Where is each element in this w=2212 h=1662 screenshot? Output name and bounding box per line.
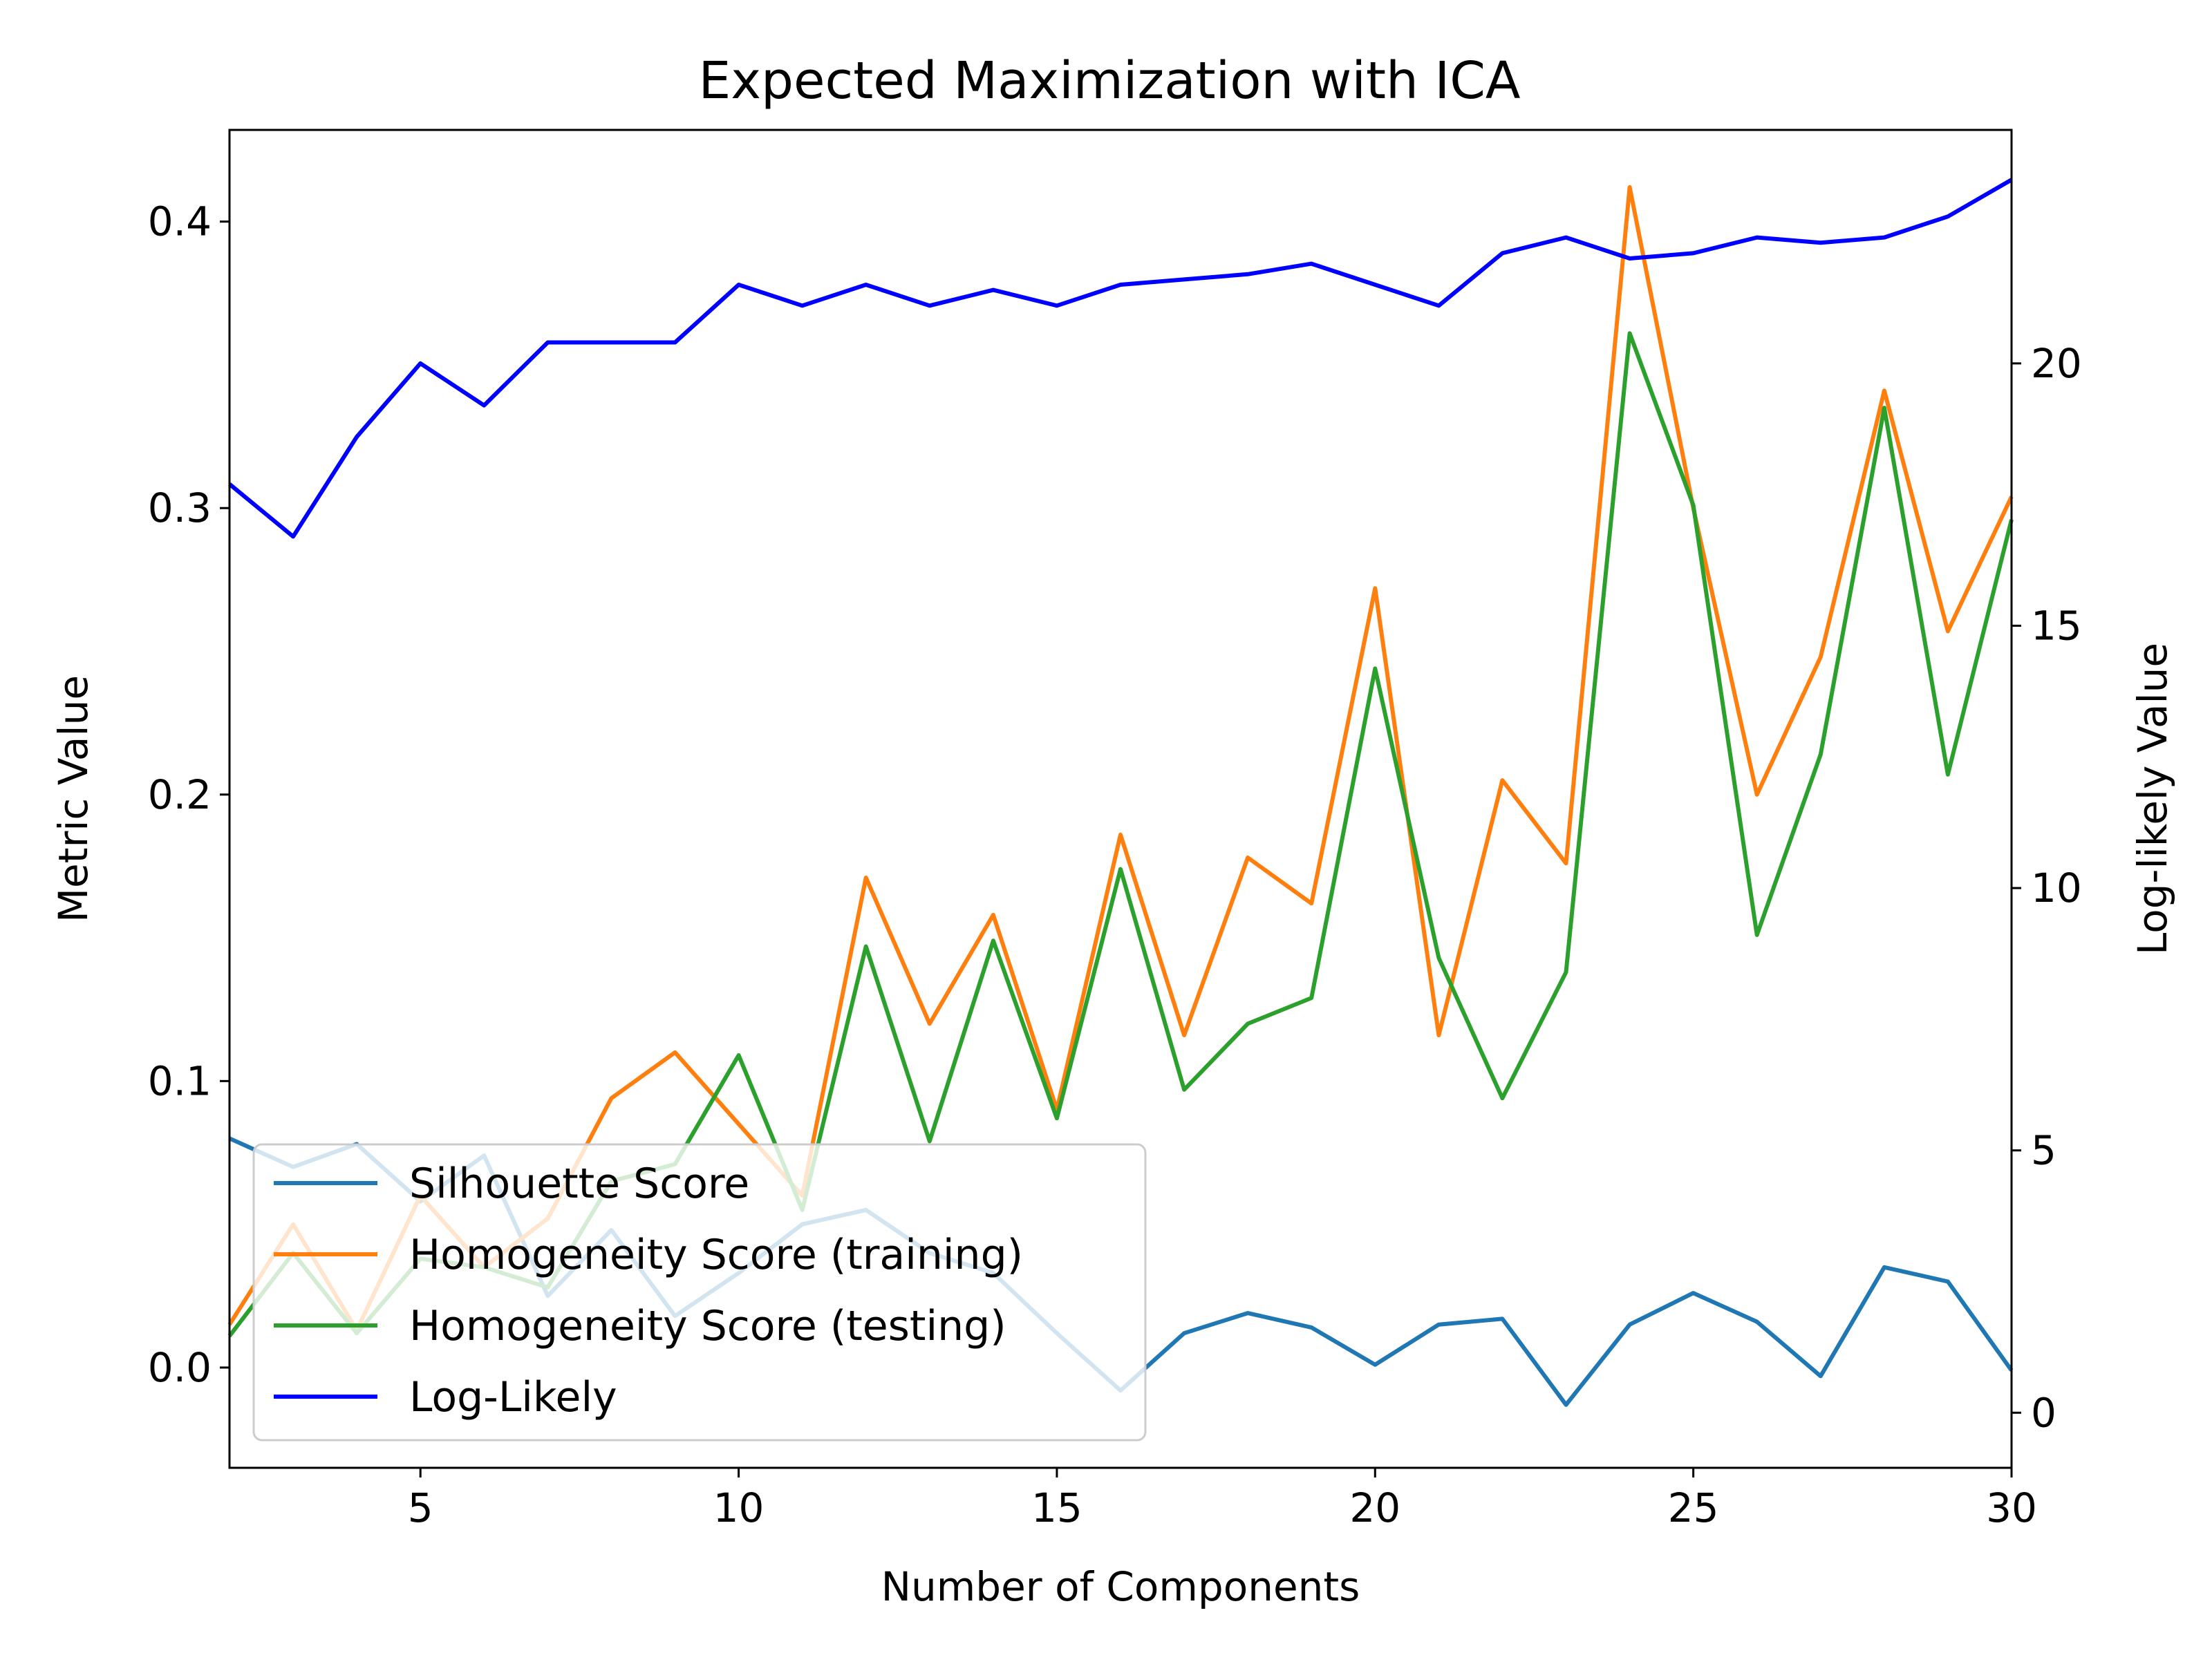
x-tick-label: 5 <box>408 1484 433 1531</box>
y2-axis-label: Log-likely Value <box>2129 643 2176 955</box>
y-axis-left: 0.0 0.1 0.2 0.3 0.4 <box>148 198 229 1391</box>
legend: Silhouette Score Homogeneity Score (train… <box>252 1143 1147 1442</box>
y2-tick-label: 15 <box>2031 602 2082 649</box>
y2-tick-label: 0 <box>2031 1389 2056 1436</box>
y2-tick-label: 20 <box>2031 340 2082 387</box>
legend-entries: Silhouette Score Homogeneity Score (train… <box>274 1160 1023 1422</box>
x-tick-label: 10 <box>713 1484 765 1531</box>
x-tick-label: 25 <box>1668 1484 1719 1531</box>
plot-frame <box>228 129 2013 1469</box>
y-axis-label: Metric Value <box>50 675 97 923</box>
legend-label-2: Homogeneity Score (training) <box>409 1231 1023 1279</box>
chart-title: Expected Maximization with ICA <box>698 51 1520 111</box>
y-tick-label: 0.2 <box>148 771 212 818</box>
legend-label-3: Homogeneity Score (testing) <box>409 1302 1006 1350</box>
series-line-4 <box>228 178 2013 539</box>
x-axis-label: Number of Components <box>881 1563 1360 1610</box>
x-axis: 5 10 15 20 25 30 <box>408 1468 2037 1531</box>
legend-label-4: Log-Likely <box>409 1373 617 1422</box>
y-axis-right: 0 5 10 15 20 <box>2012 340 2082 1436</box>
y-tick-label: 0.1 <box>148 1057 212 1104</box>
legend-label-1: Silhouette Score <box>409 1160 749 1208</box>
y-tick-label: 0.3 <box>148 484 212 531</box>
x-tick-label: 15 <box>1031 1484 1082 1531</box>
y2-tick-label: 10 <box>2031 865 2082 912</box>
y2-tick-label: 5 <box>2031 1127 2056 1174</box>
y-tick-label: 0.0 <box>148 1344 212 1391</box>
x-tick-label: 30 <box>1986 1484 2037 1531</box>
x-tick-label: 20 <box>1349 1484 1400 1531</box>
y-tick-label: 0.4 <box>148 198 212 245</box>
legend-frame <box>252 1143 1147 1442</box>
